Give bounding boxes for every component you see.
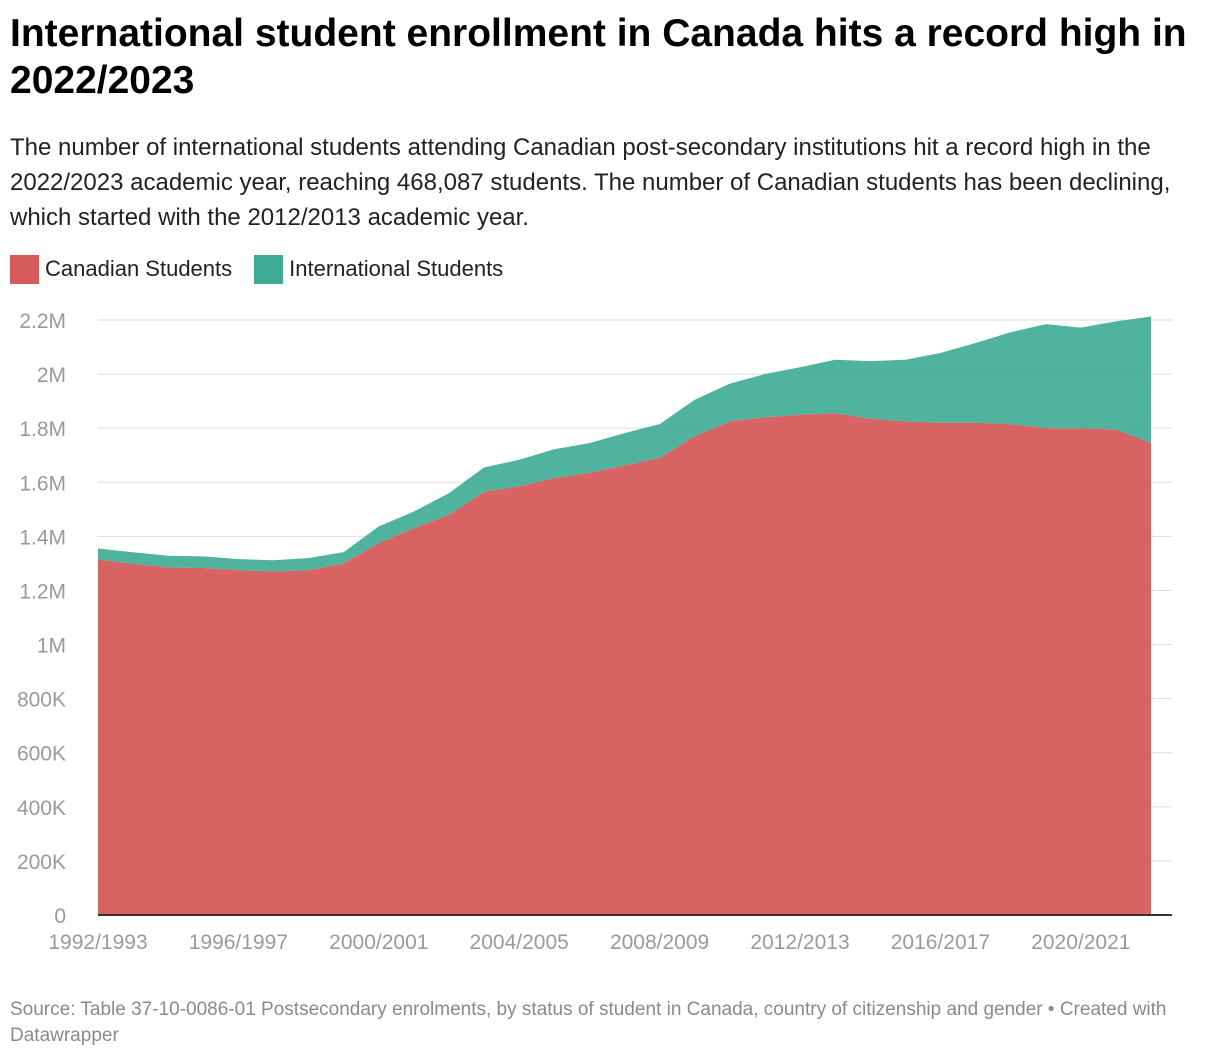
legend-item-canadian: Canadian Students <box>10 254 233 284</box>
chart-title: International student enrollment in Cana… <box>10 12 1187 102</box>
y-tick-label: 2M <box>37 364 66 387</box>
y-tick-label: 2.2M <box>19 310 66 333</box>
chart-subtitle: The number of international students att… <box>10 134 1171 231</box>
x-tick-label: 1996/1997 <box>189 931 288 954</box>
y-tick-label: 0 <box>54 905 66 928</box>
x-tick-label: 2004/2005 <box>470 931 569 954</box>
y-tick-label: 1M <box>37 635 66 658</box>
area-canadian-students <box>98 413 1151 915</box>
x-tick-label: 2000/2001 <box>329 931 428 954</box>
x-tick-label: 2020/2021 <box>1031 931 1130 954</box>
y-tick-label: 800K <box>17 689 66 712</box>
legend-label-international: International Students <box>289 256 504 281</box>
area-international-students <box>98 316 1151 572</box>
source-footer: Source: Table 37-10-0086-01 Postsecondar… <box>10 999 1167 1046</box>
legend-label-canadian: Canadian Students <box>45 256 233 281</box>
y-tick-label: 200K <box>17 851 66 874</box>
y-tick-label: 1.2M <box>19 580 66 603</box>
legend: Canadian Students International Students <box>10 254 525 284</box>
legend-item-international: International Students <box>254 254 504 284</box>
x-tick-label: 2008/2009 <box>610 931 709 954</box>
y-tick-label: 1.6M <box>19 472 66 495</box>
y-tick-label: 400K <box>17 797 66 820</box>
y-tick-label: 1.4M <box>19 526 66 549</box>
stacked-area-chart: 0 200K 400K 600K 800K 1M 1.2M 1.4M 1.6M 1.8M 2M 2.2… <box>17 310 1172 954</box>
x-tick-label: 2012/2013 <box>750 931 849 954</box>
x-tick-label: 1992/1993 <box>48 931 147 954</box>
y-tick-label: 1.8M <box>19 418 66 441</box>
legend-swatch-international <box>254 254 284 284</box>
x-tick-label: 2016/2017 <box>891 931 990 954</box>
y-tick-label: 600K <box>17 743 66 766</box>
legend-swatch-canadian <box>10 254 39 284</box>
